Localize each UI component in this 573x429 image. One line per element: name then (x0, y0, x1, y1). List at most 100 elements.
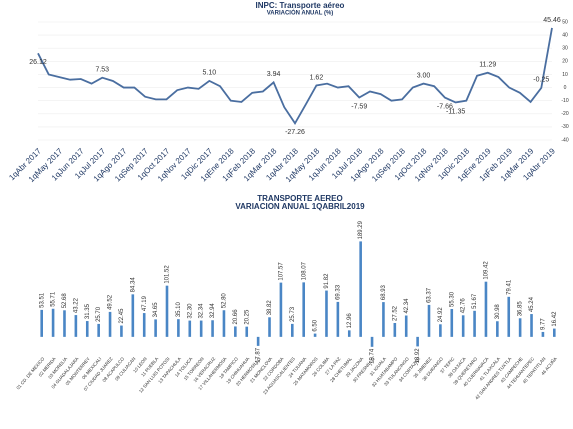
value-label: 107.57 (278, 262, 284, 281)
bar (325, 290, 328, 337)
chart-subtitle: VARIACION ANUAL 1QABRIL2019 (235, 202, 365, 211)
y-tick-label: -10 (561, 98, 568, 104)
bar (279, 282, 283, 337)
bar (530, 314, 533, 337)
bar (245, 326, 249, 337)
y-tick-label: -20 (561, 111, 568, 117)
y-tick-label: 30 (562, 46, 568, 52)
bar (393, 322, 397, 337)
value-label: 52.68 (62, 293, 68, 309)
bar (40, 309, 43, 337)
value-label: 22.45 (119, 308, 125, 324)
bar (427, 304, 431, 337)
value-label: -17.87 (256, 347, 262, 365)
bar (268, 317, 271, 337)
value-label: 38.82 (267, 300, 273, 316)
value-label: 32.30 (187, 303, 193, 319)
bar (416, 336, 419, 347)
value-label: -7.66 (437, 103, 453, 110)
bar (177, 319, 180, 337)
bar (142, 313, 146, 337)
bar (484, 281, 488, 337)
bar (473, 310, 476, 337)
value-label: 45.46 (543, 17, 561, 24)
bar (370, 336, 374, 347)
value-label: 3.00 (417, 72, 431, 79)
y-tick-label: -40 (561, 137, 568, 143)
value-label: 43.22 (73, 297, 79, 313)
value-label: 91.82 (324, 273, 330, 289)
bar (222, 310, 226, 337)
bar (234, 326, 237, 337)
value-label: -18.92 (415, 348, 421, 366)
bar (120, 325, 123, 337)
y-tick-label: 20 (562, 59, 568, 65)
value-label: 51.67 (472, 293, 478, 309)
value-label: 42.34 (404, 298, 410, 314)
bar (313, 333, 317, 337)
bar (51, 308, 55, 337)
value-label: 25.70 (96, 306, 102, 322)
y-tick-label: 10 (562, 72, 568, 78)
value-label: 45.24 (529, 296, 535, 312)
value-label: 12.96 (347, 313, 353, 329)
bar (359, 241, 362, 337)
value-label: 189.29 (358, 220, 364, 239)
value-label: 32.94 (210, 303, 216, 319)
bar (496, 321, 499, 337)
bar (165, 285, 169, 337)
bar (553, 328, 556, 337)
value-label: 55.30 (449, 291, 455, 307)
bar (302, 282, 305, 337)
value-label: 27.52 (392, 305, 398, 321)
value-label: 32.34 (199, 303, 205, 319)
value-label: 52.80 (222, 293, 228, 309)
value-label: 63.37 (427, 287, 433, 303)
value-label: 47.19 (142, 295, 148, 311)
value-label: 20.25 (244, 309, 250, 325)
bar (439, 324, 442, 337)
value-label: -27.26 (285, 129, 305, 136)
bar (461, 315, 465, 337)
bar (336, 301, 340, 337)
value-label: 55.71 (51, 291, 57, 307)
y-tick-label: 50 (562, 19, 568, 25)
bar (199, 320, 203, 337)
value-label: 108.07 (301, 261, 307, 280)
value-label: 6.50 (313, 319, 319, 331)
y-tick-label: 40 (562, 32, 568, 38)
value-label: 31.35 (85, 303, 91, 319)
bar (211, 320, 214, 337)
value-label: 79.41 (506, 279, 512, 295)
bar (131, 294, 135, 337)
value-label: 53.51 (39, 292, 45, 308)
value-label: 35.10 (176, 301, 182, 317)
value-label: 26.12 (29, 59, 47, 66)
y-tick-label: 0 (564, 85, 567, 91)
value-label: 9.77 (540, 318, 546, 330)
value-label: -7.59 (351, 103, 367, 110)
bar (541, 331, 545, 337)
value-label: -11.35 (446, 108, 465, 115)
value-label: 11.29 (479, 62, 496, 69)
value-label: 3.94 (267, 71, 281, 78)
bar (85, 321, 89, 337)
value-label: 49.52 (108, 294, 114, 310)
value-label: 5.10 (203, 70, 217, 77)
value-label: 101.52 (165, 265, 171, 284)
bar (507, 296, 511, 337)
chart-title: TRANSPORTE AEREO (257, 194, 343, 203)
value-label: 20.66 (233, 309, 239, 325)
bar (154, 319, 157, 337)
value-label: 69.33 (335, 284, 341, 300)
bar (518, 318, 522, 337)
bar (382, 302, 385, 337)
bar (63, 310, 66, 337)
bar (404, 315, 408, 337)
value-label: 68.93 (381, 284, 387, 300)
bar (188, 320, 192, 337)
chart-subtitle: VARIACIÓN ANUAL (%) (267, 9, 334, 17)
bar (108, 311, 112, 337)
value-label: 36.85 (518, 301, 524, 317)
